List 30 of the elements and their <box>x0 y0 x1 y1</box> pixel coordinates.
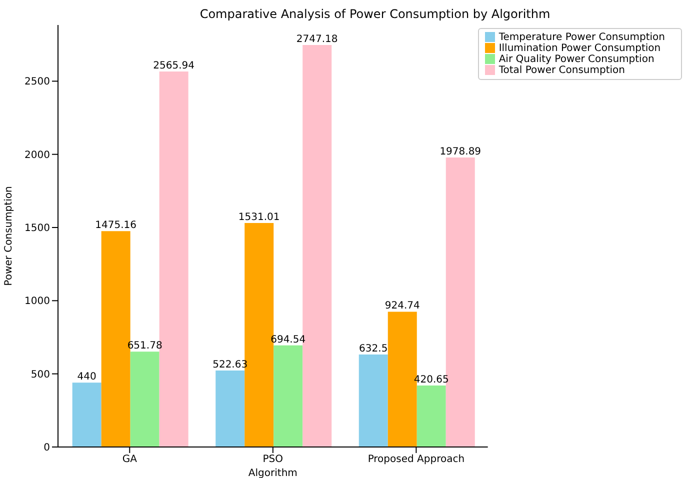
y-tick-label: 2500 <box>24 76 50 88</box>
data-label: 632.5 <box>359 343 388 354</box>
data-label: 2565.94 <box>153 60 195 72</box>
y-tick-label: 1000 <box>24 296 50 308</box>
x-tick-label: Proposed Approach <box>368 454 465 466</box>
bar <box>416 385 446 447</box>
bar <box>216 370 245 447</box>
data-label: 2747.18 <box>296 34 338 46</box>
legend-label: Temperature Power Consumption <box>498 32 665 43</box>
y-tick-label: 500 <box>30 369 50 380</box>
data-label: 1531.01 <box>238 212 280 223</box>
x-axis-title: Algorithm <box>248 468 298 478</box>
x-tick-label: PSO <box>262 454 284 466</box>
data-label: 1475.16 <box>95 220 137 232</box>
chart-title: Comparative Analysis of Power Consumption by Algorithm <box>198 7 552 21</box>
legend-label: Air Quality Power Consumption <box>498 54 654 65</box>
y-axis-title: Power Consumption <box>4 186 15 286</box>
x-tick-label: GA <box>122 454 138 466</box>
bar <box>130 352 160 447</box>
bar <box>358 354 388 447</box>
data-label: 924.74 <box>384 300 420 312</box>
data-label: 440 <box>77 372 96 383</box>
legend-label: Total Power Consumption <box>498 65 626 76</box>
bar <box>72 382 102 447</box>
bar <box>274 345 303 447</box>
y-tick-label: 0 <box>44 442 50 454</box>
y-tick-label: 2000 <box>24 150 50 161</box>
legend-label: Illumination Power Consumption <box>498 43 661 54</box>
y-tick-label: 1500 <box>24 223 50 234</box>
data-label: 1978.89 <box>440 146 482 158</box>
